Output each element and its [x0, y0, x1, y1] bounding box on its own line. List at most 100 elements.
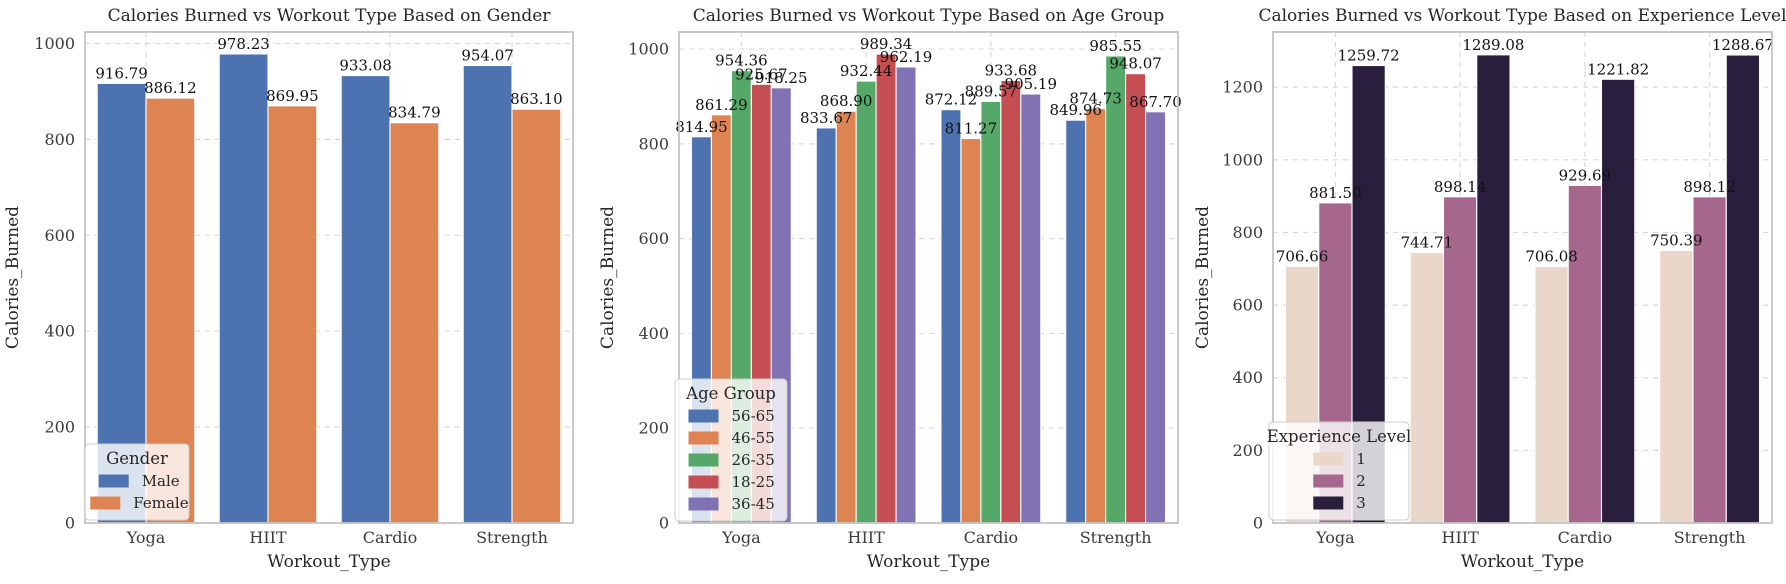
legend-swatch-3 — [1313, 496, 1344, 510]
bar-value-label: 863.10 — [510, 90, 563, 108]
value-labels: 814.95 833.67 872.12 849.96 861.29 868.90 811.… — [675, 35, 1182, 137]
chart-title: Calories Burned vs Workout Type Based on… — [1258, 6, 1786, 26]
bar-46-55-Cardio — [960, 137, 982, 524]
age-group-bar-chart: 814.95 833.67 872.12 849.96 861.29 868.90 811.… — [598, 6, 1182, 572]
bar-value-label: 1288.67 — [1712, 36, 1774, 54]
bar-value-label: 1289.08 — [1462, 36, 1524, 54]
bar-value-label: 867.70 — [1129, 93, 1182, 111]
bar-value-label: 874.73 — [1069, 89, 1122, 107]
y-tick-label: 0 — [659, 514, 669, 533]
plot-border — [1272, 31, 1773, 524]
bar-value-label: 744.71 — [1401, 234, 1454, 252]
value-labels: 916.79 978.23 933.08 954.07 886.12 869.95 834.… — [95, 35, 562, 122]
bar-36-45-Strength — [1145, 111, 1167, 524]
legend-swatch-46-55 — [688, 431, 719, 445]
legend: Age Group 56-65 46-55 26-35 18-25 36-45 — [674, 378, 788, 522]
legend-swatch-18-25 — [688, 475, 719, 489]
legend-label: 46-55 — [732, 429, 775, 447]
y-tick-label: 1000 — [1222, 150, 1263, 169]
x-tick-label: Cardio — [964, 528, 1018, 547]
y-tick-label: 200 — [1232, 441, 1263, 460]
legend-swatch-56-65 — [688, 409, 719, 423]
bar-36-45-HIIT — [895, 66, 917, 524]
legend-label: 3 — [1356, 494, 1366, 512]
bar-value-label: 933.08 — [339, 57, 392, 75]
plot-border — [84, 31, 574, 524]
bar-value-label: 872.12 — [925, 91, 978, 109]
chart-title: Calories Burned vs Workout Type Based on… — [108, 6, 552, 26]
bar-26-35-HIIT — [855, 80, 877, 524]
bar-46-55-HIIT — [835, 110, 857, 524]
bar-value-label: 811.27 — [945, 120, 998, 138]
legend-swatch-Male — [98, 474, 129, 488]
y-tick-label: 1000 — [628, 40, 669, 59]
y-tick-label: 200 — [638, 419, 669, 438]
bar-value-label: 929.69 — [1559, 166, 1612, 184]
x-tick-label: HIIT — [847, 528, 885, 547]
legend-title: Gender — [106, 449, 168, 468]
bar-value-label: 962.19 — [880, 48, 933, 66]
legend: Experience Level 1 2 3 — [1267, 421, 1412, 521]
x-tick-label: HIIT — [1441, 528, 1479, 547]
bar-26-35-Cardio — [980, 100, 1002, 524]
x-tick-label: Yoga — [126, 528, 166, 547]
legend-swatch-36-45 — [688, 497, 719, 511]
bar-1-Strength — [1659, 249, 1694, 524]
y-tick-label: 1000 — [34, 34, 75, 53]
bar-3-HIIT — [1476, 54, 1511, 524]
legend-label: 36-45 — [732, 495, 775, 513]
x-tick-label: Strength — [1080, 528, 1152, 547]
y-tick-label: 400 — [1232, 368, 1263, 387]
x-tick-label: Cardio — [363, 528, 417, 547]
value-labels: 706.66 744.71 706.08 750.39 881.50 898.14 929.… — [1276, 36, 1774, 266]
experience-level-bar-chart: 706.66 744.71 706.08 750.39 881.50 898.14 929.… — [1193, 6, 1786, 572]
plot-border — [678, 31, 1179, 524]
legend-swatch-Female — [90, 496, 121, 510]
bar-value-label: 898.14 — [1434, 178, 1487, 196]
bar-value-label: 933.68 — [985, 61, 1038, 79]
bar-Female-Strength — [511, 108, 562, 524]
bar-value-label: 834.79 — [388, 104, 441, 122]
x-tick-label: Yoga — [721, 528, 761, 547]
x-tick-label: HIIT — [249, 528, 287, 547]
y-tick-label: 800 — [638, 134, 669, 153]
bar-value-label: 1221.82 — [1587, 60, 1649, 78]
y-tick-label: 400 — [44, 322, 75, 341]
x-axis-label: Workout_Type — [867, 552, 990, 572]
bar-56-65-HIIT — [815, 127, 837, 524]
bar-Male-HIIT — [218, 53, 269, 524]
y-tick-label: 600 — [1232, 296, 1263, 315]
legend-box — [1268, 421, 1410, 521]
bar-value-label: 932.44 — [840, 62, 893, 80]
bar-Male-Cardio — [340, 75, 391, 524]
bar-value-label: 1259.72 — [1338, 47, 1400, 65]
bar-value-label: 948.07 — [1109, 55, 1162, 73]
legend-label: 56-65 — [732, 407, 775, 425]
x-tick-label: Strength — [1674, 528, 1746, 547]
y-tick-label: 0 — [1253, 514, 1263, 533]
y-tick-label: 600 — [44, 226, 75, 245]
x-axis-label: Workout_Type — [267, 552, 390, 572]
bar-value-label: 814.95 — [675, 118, 728, 136]
bar-Female-HIIT — [267, 105, 318, 524]
y-tick-label: 200 — [44, 418, 75, 437]
legend: Gender Male Female — [84, 443, 190, 521]
bar-46-55-Strength — [1085, 107, 1107, 524]
bar-18-25-Cardio — [1000, 79, 1022, 524]
legend-swatch-26-35 — [688, 453, 719, 467]
legend-title: Experience Level — [1267, 427, 1412, 446]
gender-bar-chart: 916.79 978.23 933.08 954.07 886.12 869.95 834.… — [3, 6, 574, 572]
bar-value-label: 905.19 — [1005, 75, 1058, 93]
bar-value-label: 869.95 — [266, 87, 319, 105]
bar-value-label: 898.12 — [1683, 178, 1736, 196]
bar-56-65-Strength — [1065, 119, 1087, 524]
bars-group — [96, 53, 562, 524]
y-axis-label: Calories_Burned — [3, 206, 23, 349]
bar-value-label: 833.67 — [800, 109, 853, 127]
bar-value-label: 985.55 — [1089, 37, 1142, 55]
bar-value-label: 706.08 — [1525, 248, 1578, 266]
bar-value-label: 868.90 — [820, 92, 873, 110]
bar-56-65-Cardio — [940, 109, 962, 524]
bar-1-Cardio — [1534, 266, 1569, 524]
